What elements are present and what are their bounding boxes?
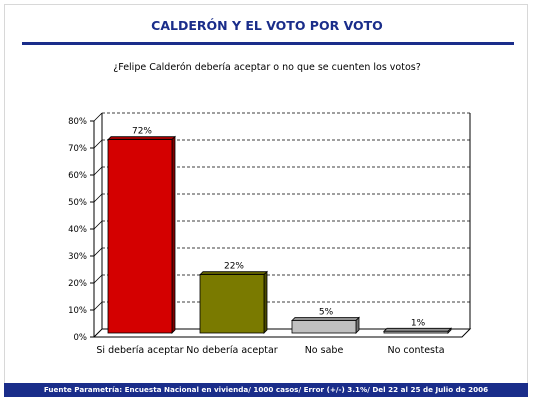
y-tick-label: 30% xyxy=(68,252,87,262)
source-footer: Fuente Parametría: Encuesta Nacional en … xyxy=(4,383,528,397)
bar-top xyxy=(107,136,176,140)
x-tick-label: Si debería aceptar xyxy=(96,345,183,356)
gridline-depth xyxy=(93,112,103,122)
gridline-depth xyxy=(93,247,103,257)
x-tick-label: No sabe xyxy=(305,345,344,356)
gridline-depth xyxy=(93,166,103,176)
gridline-depth xyxy=(93,193,103,203)
data-label: 22% xyxy=(224,262,244,272)
x-tick-label: No contesta xyxy=(387,345,444,356)
survey-question: ¿Felipe Calderón debería aceptar o no qu… xyxy=(113,62,421,73)
data-label: 5% xyxy=(319,308,334,318)
y-tick-label: 0% xyxy=(74,333,88,343)
bar xyxy=(199,274,265,334)
y-tick-label: 60% xyxy=(68,171,87,181)
bar xyxy=(291,320,357,334)
data-label: 1% xyxy=(411,318,426,328)
data-label: 72% xyxy=(132,127,152,137)
y-tick-label: 40% xyxy=(68,225,87,235)
x-tick-label: No debería aceptar xyxy=(186,345,278,356)
bar-side xyxy=(263,270,268,334)
bar-top xyxy=(199,271,268,275)
chart-title: CALDERÓN Y EL VOTO POR VOTO xyxy=(151,18,383,33)
bar-top xyxy=(383,327,452,332)
y-tick-label: 20% xyxy=(68,279,87,289)
bar xyxy=(107,139,173,334)
y-tick-label: 50% xyxy=(68,198,87,208)
bar-side xyxy=(355,316,360,334)
gridline-depth xyxy=(93,139,103,149)
y-tick-label: 70% xyxy=(68,144,87,154)
y-tick-label: 10% xyxy=(68,306,87,316)
bar-side xyxy=(171,135,176,334)
gridline-depth xyxy=(93,274,103,284)
title-rule xyxy=(22,42,514,45)
gridline-depth xyxy=(93,220,103,230)
bar-top xyxy=(291,317,360,321)
gridline-depth xyxy=(93,301,103,311)
y-tick-label: 80% xyxy=(68,117,87,127)
bar xyxy=(383,330,449,334)
